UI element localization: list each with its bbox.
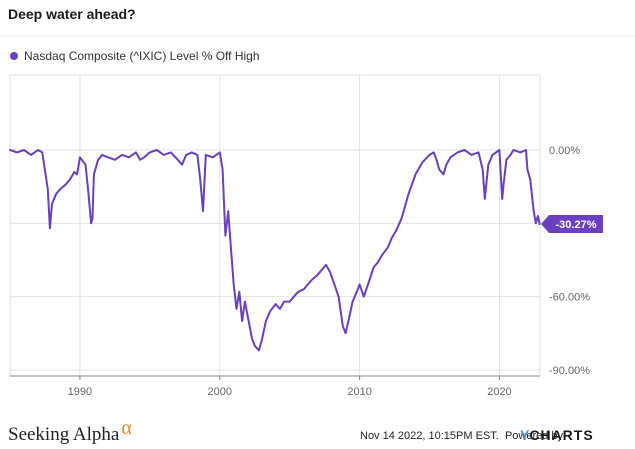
ycharts-logo: YCHARTS: [520, 427, 594, 443]
ycharts-y: Y: [520, 427, 530, 443]
x-tick-label: 2020: [487, 386, 511, 398]
footer: Seeking Alpha α Nov 14 2022, 10:15PM EST.…: [0, 415, 635, 449]
grid: [9, 74, 541, 377]
plot-frame: [9, 74, 541, 377]
powered-by-text: Powered by: [504, 430, 564, 442]
timestamp-text: Nov 14 2022, 10:15PM EST.: [360, 430, 499, 442]
line-chart: 0.00%-30.00%-60.00%-90.00%19902000201020…: [0, 35, 635, 398]
legend-label: Nasdaq Composite (^IXIC) Level % Off Hig…: [24, 49, 260, 63]
y-tick-label: 0.00%: [549, 145, 580, 157]
timestamp: Nov 14 2022, 10:15PM EST. Powered by: [360, 430, 563, 442]
x-tick-label: 2000: [208, 386, 232, 398]
ycharts-wordmark: CHARTS: [529, 427, 594, 443]
value-label-layer: -30.27%: [541, 214, 603, 233]
series-line-0: [9, 149, 541, 352]
logo-text: Seeking Alpha: [8, 424, 120, 445]
seeking-alpha-logo: Seeking Alpha α: [8, 417, 132, 446]
legend-marker: [10, 52, 18, 60]
alpha-icon: α: [121, 417, 132, 439]
current-value-label: -30.27%: [556, 219, 597, 231]
current-value-badge: [541, 214, 603, 233]
legend: Nasdaq Composite (^IXIC) Level % Off Hig…: [10, 49, 260, 63]
axes: 0.00%-30.00%-60.00%-90.00%19902000201020…: [10, 145, 590, 398]
y-tick-label: -90.00%: [549, 365, 590, 377]
x-tick-label: 1990: [68, 386, 92, 398]
series-layer: [9, 149, 541, 352]
y-tick-label: -60.00%: [549, 292, 590, 304]
chart-title: Deep water ahead?: [8, 6, 136, 22]
x-tick-label: 2010: [347, 386, 371, 398]
